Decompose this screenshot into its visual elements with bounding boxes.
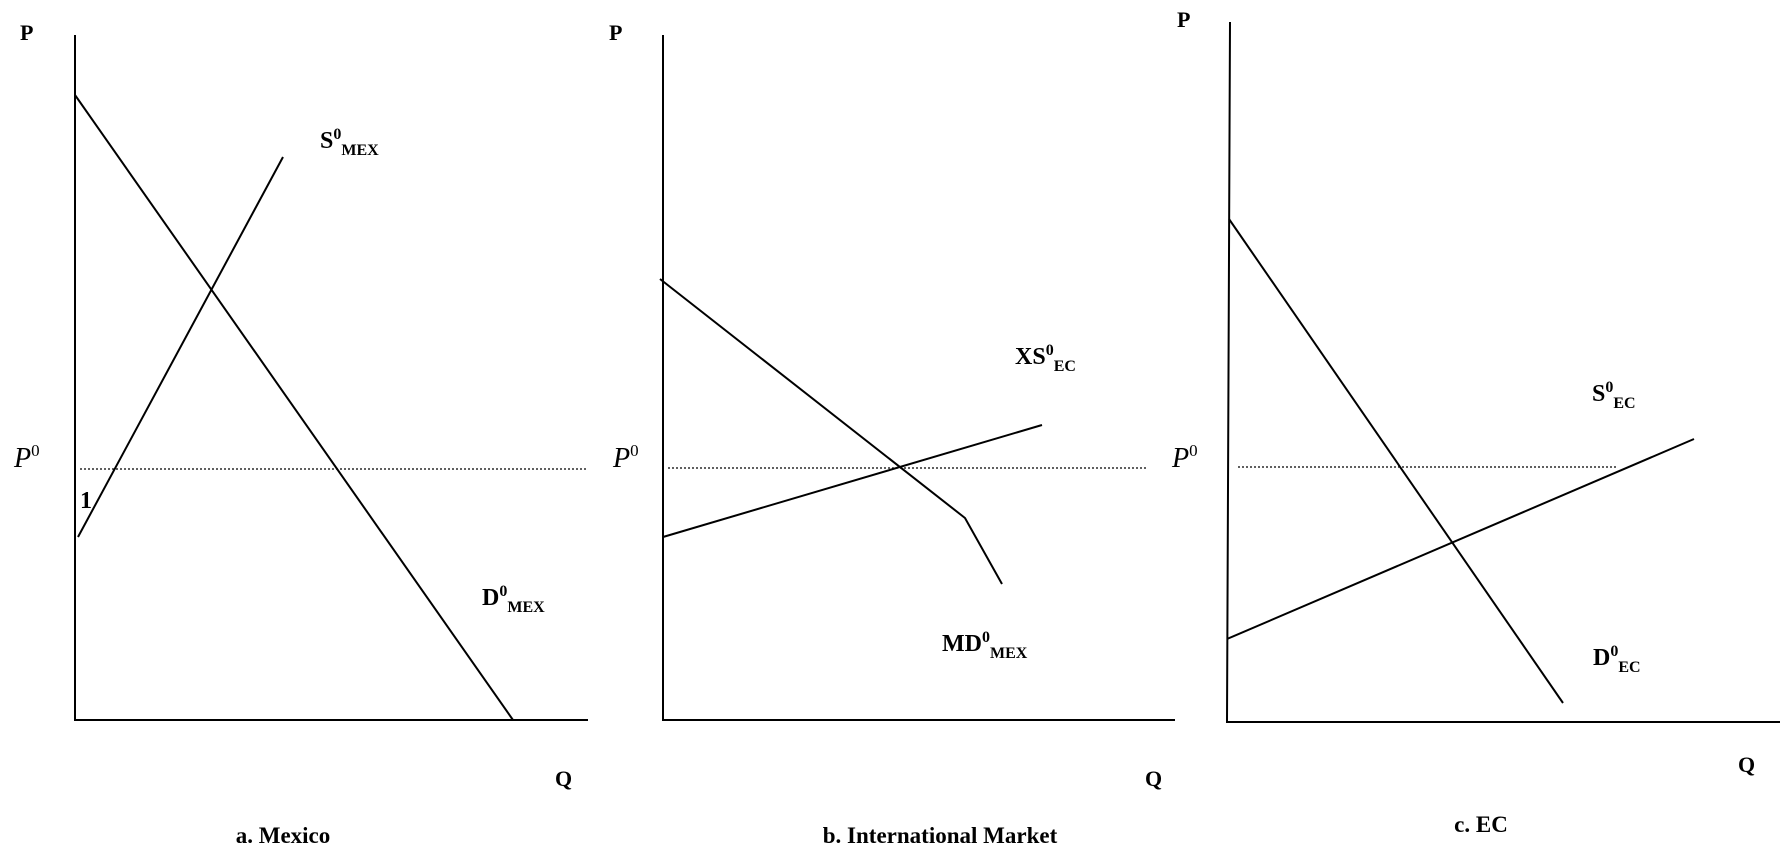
intl-axis-q: Q: [1145, 766, 1162, 791]
mexico-demand-label: D0MEX: [482, 583, 545, 616]
mexico-demand-curve: [74, 94, 514, 721]
mexico-axis-q: Q: [555, 766, 572, 791]
ec-supply-curve: [1226, 438, 1695, 640]
intl-axis-p: P: [609, 20, 622, 45]
ec-axis-p: P: [1177, 7, 1190, 32]
mexico-caption: a. Mexico: [236, 823, 331, 848]
intl-supply-label: XS0EC: [1015, 342, 1076, 375]
ec-demand-curve: [1228, 218, 1564, 704]
mexico-supply-curve: [77, 156, 284, 538]
ec-axes: [1225, 21, 1780, 723]
ec-price-label: P0: [1171, 441, 1198, 474]
panel-mexico: P P0 1 S0MEX D0MEX Q a. Mexico: [13, 20, 588, 848]
intl-caption: b. International Market: [823, 823, 1058, 848]
ec-demand-label: D0EC: [1593, 643, 1641, 676]
mexico-axes: [74, 35, 588, 721]
mexico-axis-p: P: [20, 20, 33, 45]
intl-import-demand-curve: [659, 278, 1003, 585]
intl-axes: [662, 35, 1175, 721]
intl-export-supply-curve: [662, 424, 1043, 538]
ec-supply-label: S0EC: [1592, 379, 1636, 412]
intl-demand-label: MD0MEX: [942, 629, 1028, 662]
panel-international-market: P P0 XS0EC MD0MEX Q b. International Mar…: [609, 20, 1175, 848]
ec-axis-q: Q: [1738, 752, 1755, 777]
panel-ec: P P0 S0EC D0EC Q c. EC: [1171, 7, 1780, 837]
mexico-price-label: P0: [13, 441, 40, 474]
ec-caption: c. EC: [1454, 812, 1508, 837]
intl-price-label: P0: [612, 441, 639, 474]
mexico-point-label: 1: [80, 488, 92, 514]
mexico-supply-label: S0MEX: [320, 126, 379, 159]
